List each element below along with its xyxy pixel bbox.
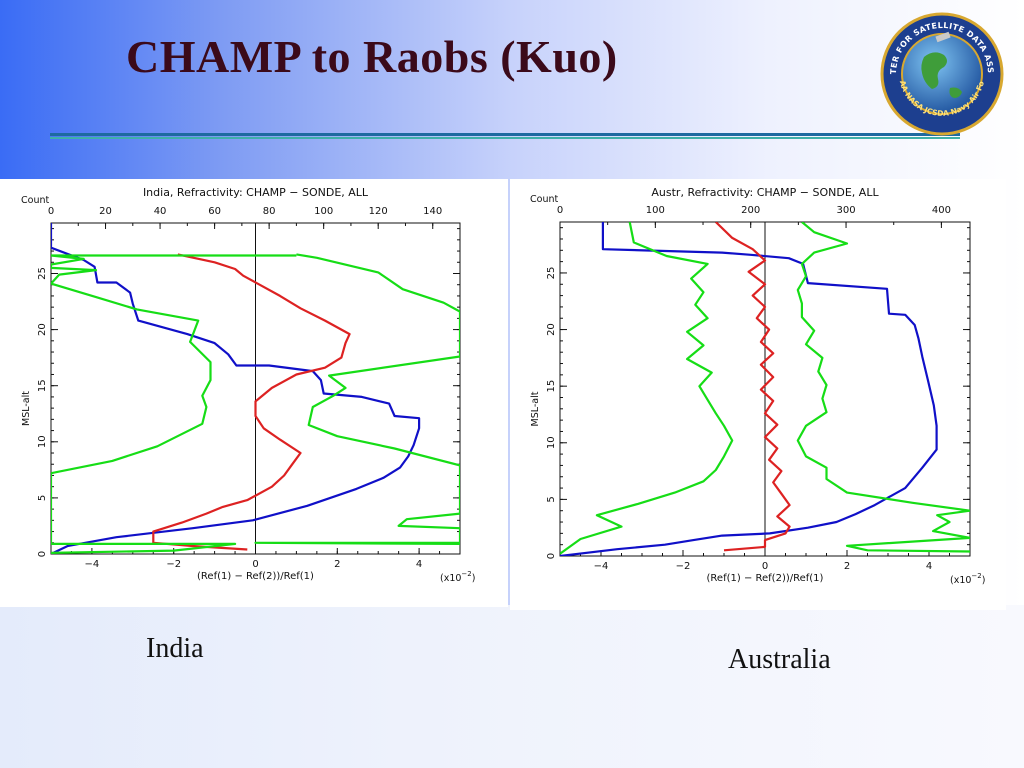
axis-scale-factor: (x10−2) xyxy=(950,572,985,586)
axis-scale-factor: (x10−2) xyxy=(440,570,475,584)
top-tick-label: 100 xyxy=(314,206,333,217)
series-line-count xyxy=(560,222,938,556)
y-tick-label: 20 xyxy=(546,323,557,336)
y-tick-label: 20 xyxy=(37,323,48,336)
axis-scale-exponent: −2 xyxy=(971,572,981,580)
slide-bottom-band xyxy=(0,605,1024,768)
top-tick-label: 20 xyxy=(99,206,112,217)
top-tick-label: 80 xyxy=(263,206,276,217)
australia-chart-panel: Austr, Refractivity: CHAMP − SONDE, ALL C… xyxy=(510,179,1006,610)
bottom-tick-label: −4 xyxy=(85,559,100,570)
y-tick-label: 10 xyxy=(37,435,48,448)
caption-australia: Australia xyxy=(728,644,831,675)
title-rule-accent xyxy=(50,137,960,139)
top-axis-label: Count xyxy=(530,194,558,205)
top-tick-label: 400 xyxy=(932,205,951,216)
top-tick-label: 0 xyxy=(48,206,54,217)
top-tick-label: 300 xyxy=(836,205,855,216)
axis-scale-close: ) xyxy=(472,573,476,584)
top-tick-label: 120 xyxy=(369,206,388,217)
chart-title: Austr, Refractivity: CHAMP − SONDE, ALL xyxy=(651,186,879,199)
series-line-stdev_neg xyxy=(51,254,297,554)
bottom-axis-label: (Ref(1) − Ref(2))/Ref(1) xyxy=(707,573,824,584)
axis-scale-base: (x10 xyxy=(440,573,461,584)
bottom-tick-label: 2 xyxy=(334,559,340,570)
top-tick-label: 140 xyxy=(423,206,442,217)
y-axis-label: MSL-alt xyxy=(530,391,541,426)
y-tick-label: 25 xyxy=(37,267,48,280)
jcsda-logo: JOINT CENTER FOR SATELLITE DATA ASSIMILA… xyxy=(880,12,1004,136)
bottom-tick-label: 4 xyxy=(416,559,422,570)
y-axis-label: MSL-alt xyxy=(21,391,32,426)
y-tick-label: 10 xyxy=(546,436,557,449)
series-line-mean xyxy=(715,222,791,552)
caption-india: India xyxy=(146,633,204,664)
top-tick-label: 0 xyxy=(557,205,563,216)
australia-refractivity-chart: Austr, Refractivity: CHAMP − SONDE, ALL C… xyxy=(530,186,985,586)
y-tick-label: 25 xyxy=(546,267,557,280)
top-tick-label: 60 xyxy=(208,206,221,217)
bottom-tick-label: 2 xyxy=(844,561,850,572)
series-line-count xyxy=(51,223,421,554)
bottom-tick-label: −2 xyxy=(166,559,181,570)
india-chart-panel: India, Refractivity: CHAMP − SONDE, ALL C… xyxy=(0,179,508,607)
top-tick-label: 100 xyxy=(646,205,665,216)
slide-title: CHAMP to Raobs (Kuo) xyxy=(126,31,618,82)
bottom-axis-label: (Ref(1) − Ref(2))/Ref(1) xyxy=(197,571,314,582)
series-line-stdev_pos xyxy=(796,222,970,553)
title-rule xyxy=(50,133,960,136)
axis-scale-close: ) xyxy=(982,575,986,586)
top-axis-label: Count xyxy=(21,195,49,206)
y-tick-label: 5 xyxy=(546,496,557,502)
bottom-tick-label: 0 xyxy=(762,561,768,572)
top-tick-label: 40 xyxy=(154,206,167,217)
bottom-tick-label: −2 xyxy=(676,561,691,572)
y-tick-label: 0 xyxy=(37,551,48,557)
series-line-stdev_neg xyxy=(560,222,734,555)
y-tick-label: 0 xyxy=(546,553,557,559)
india-refractivity-chart: India, Refractivity: CHAMP − SONDE, ALL C… xyxy=(21,186,475,584)
chart-title: India, Refractivity: CHAMP − SONDE, ALL xyxy=(143,186,369,199)
bottom-tick-label: 0 xyxy=(252,559,258,570)
y-tick-label: 15 xyxy=(37,379,48,392)
axis-scale-base: (x10 xyxy=(950,575,971,586)
axis-scale-exponent: −2 xyxy=(461,570,471,578)
y-tick-label: 15 xyxy=(546,380,557,393)
series-line-mean xyxy=(152,253,351,551)
y-tick-label: 5 xyxy=(37,495,48,501)
top-tick-label: 200 xyxy=(741,205,760,216)
bottom-tick-label: 4 xyxy=(926,561,932,572)
series-line-stdev_pos xyxy=(254,253,460,545)
bottom-tick-label: −4 xyxy=(594,561,609,572)
